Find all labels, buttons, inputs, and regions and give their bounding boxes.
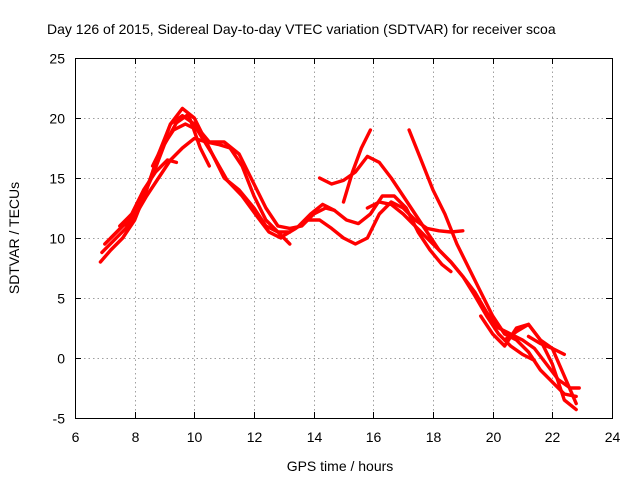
series-line-track-5 xyxy=(118,158,179,228)
x-tick-label: 22 xyxy=(545,429,561,445)
series-line-track-11 xyxy=(407,128,578,399)
axis-ticks: 6 8 10 12 14 16 18 20 22 24 -5 0 5 10 15 20 25 xyxy=(49,51,620,446)
y-tick-label: 25 xyxy=(49,51,65,67)
series-line-track-15 xyxy=(526,334,566,357)
y-axis-title: SDTVAR / TECUs xyxy=(6,182,22,294)
chart-title: Day 126 of 2015, Sidereal Day-to-day VTE… xyxy=(47,21,556,37)
y-tick-label: 0 xyxy=(57,351,65,367)
x-tick-label: 12 xyxy=(247,429,263,445)
x-tick-label: 20 xyxy=(486,429,502,445)
series-line-track-4 xyxy=(109,136,292,246)
y-tick-label: 20 xyxy=(49,111,65,127)
x-tick-label: 18 xyxy=(426,429,442,445)
x-tick-label: 16 xyxy=(366,429,382,445)
x-tick-label: 6 xyxy=(72,429,80,445)
y-tick-label: 15 xyxy=(49,171,65,187)
series-line-track-9 xyxy=(317,154,537,363)
series-group xyxy=(98,106,581,412)
x-tick-label: 24 xyxy=(605,429,621,445)
series-line-track-14 xyxy=(502,322,578,406)
series-line-track-7 xyxy=(282,200,465,246)
series-line-track-10 xyxy=(341,128,373,204)
series-line-track-12 xyxy=(365,200,581,390)
x-tick-label: 10 xyxy=(187,429,203,445)
x-axis-title: GPS time / hours xyxy=(287,458,394,474)
series-line-track-2 xyxy=(100,122,283,255)
y-tick-label: 10 xyxy=(49,231,65,247)
y-tick-label: -5 xyxy=(53,411,66,427)
x-tick-label: 14 xyxy=(307,429,323,445)
y-tick-label: 5 xyxy=(57,291,65,307)
x-tick-label: 8 xyxy=(132,429,140,445)
